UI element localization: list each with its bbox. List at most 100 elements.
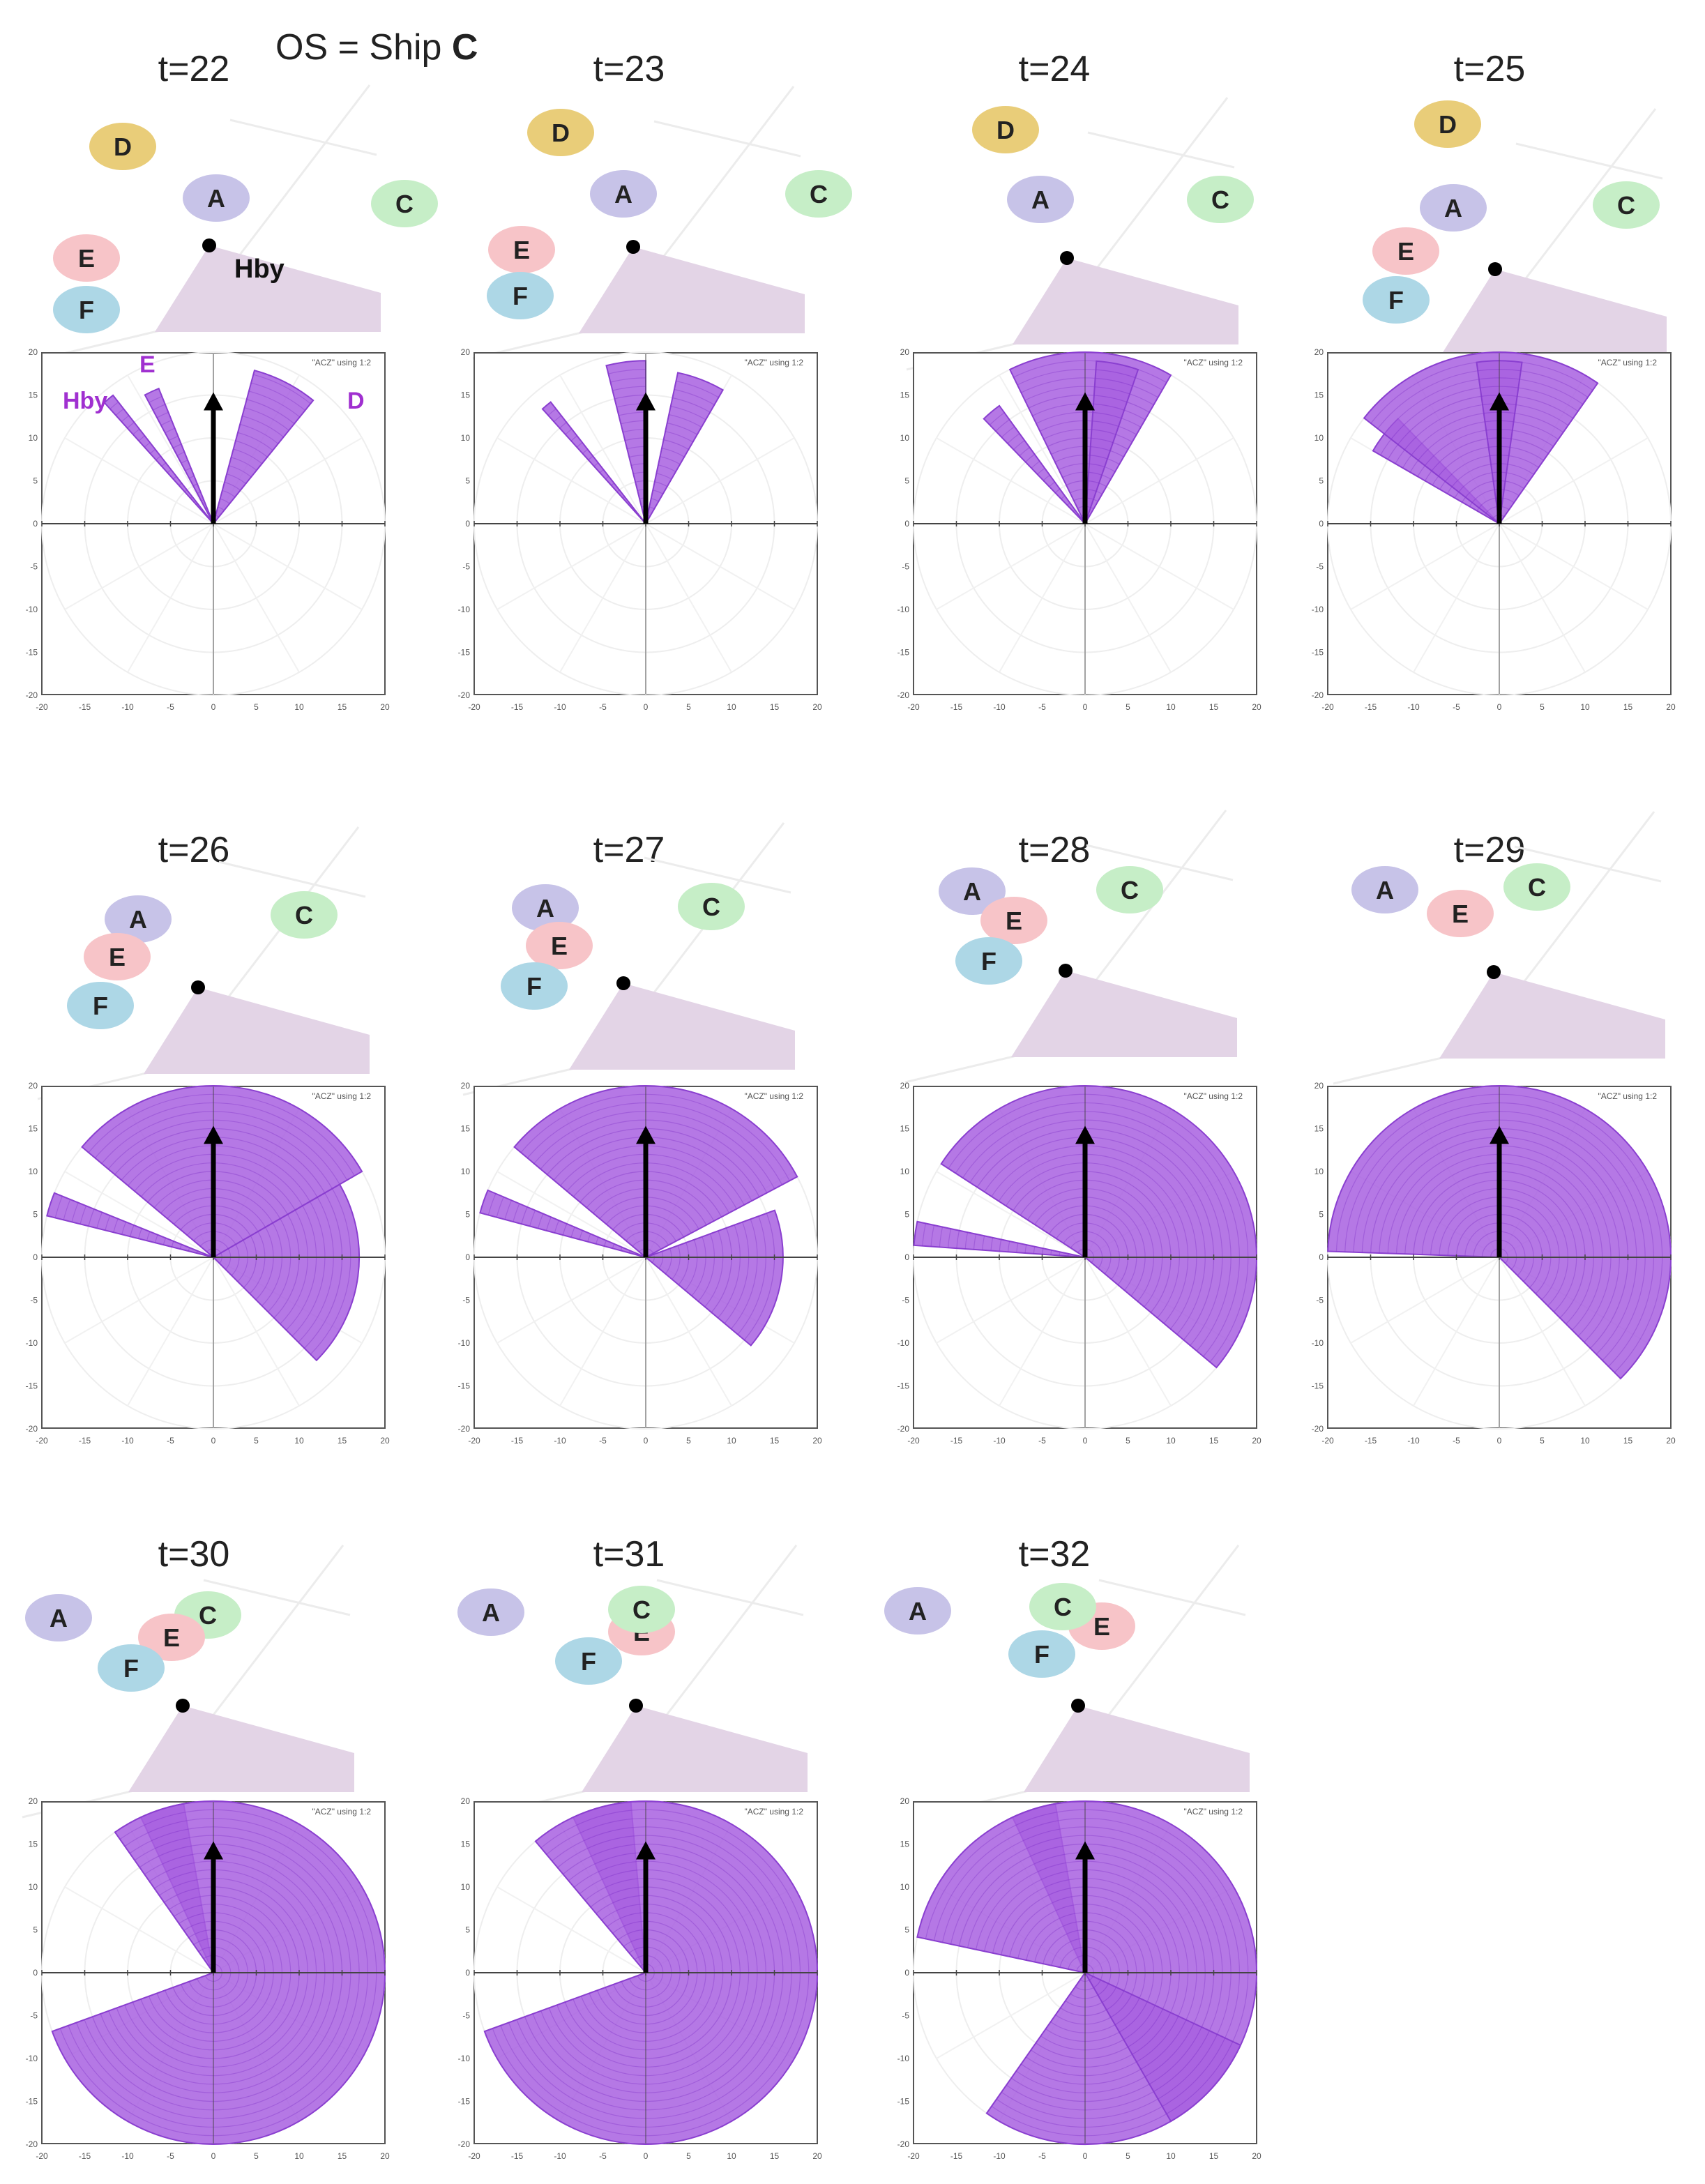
sector-arc [1361,1119,1637,1355]
ship-label: E [1093,1612,1110,1641]
y-tick-label: -20 [26,690,38,700]
ship-label: A [50,1604,68,1632]
sector-arc [521,1206,528,1224]
x-tick-label: 15 [1209,1436,1219,1446]
sector-arc [1050,1250,1052,1255]
sector-arc [138,435,145,441]
sector-fill [212,1183,361,1362]
heading-arrow-head [636,392,656,411]
sector-fill [479,1189,646,1258]
sector-arc [982,1236,985,1250]
ship-label: F [513,282,528,310]
frame-time-label: t=30 [158,1534,230,1575]
sector-arc [1056,1222,1120,1280]
sector-arc [1144,2023,1195,2077]
ship-label: C [1121,876,1139,904]
sector-arc [547,1128,760,1197]
sector-arc [134,1153,303,1206]
sector-arc [665,1248,672,1275]
sector-arc [160,1188,273,1224]
sector-arc [1009,1895,1163,2051]
y-tick-label: 10 [29,433,38,443]
sector-arc [176,451,185,456]
course-line [644,856,791,894]
x-tick-label: 0 [1083,702,1088,712]
sector-arc [958,1843,1215,2102]
x-tick-label: 10 [727,702,736,712]
sector-fill [81,1085,363,1259]
x-tick-label: 5 [254,1436,259,1446]
x-tick-label: -20 [468,1436,480,1446]
sector-fill [103,394,214,524]
x-tick-label: 0 [211,2151,216,2161]
polar-plot: -20 -20 -15 -15 -10 -10 -5 -5 0 0 5 5 10 10 15 15 20 20 "A… [26,347,390,712]
sector-arc [973,1234,977,1250]
ship-f: F [98,1644,165,1692]
sector-arc [925,1809,1249,2137]
sector-arc [604,1240,607,1247]
sector-arc [612,1213,684,1238]
y-tick-label: 20 [461,347,471,357]
y-tick-label: -20 [897,2139,910,2149]
sector-arc [267,1218,291,1312]
y-tick-label: 20 [29,1081,38,1091]
ship-c: C [678,883,745,930]
frame-time-label: t=32 [1019,1534,1091,1575]
sector-arc [130,1224,135,1237]
danger-sector [541,401,646,524]
danger-sector [213,369,315,524]
x-tick-label: 20 [1252,1436,1261,1446]
ship-d: D [1414,100,1481,148]
ship-label: C [1617,191,1635,220]
sector-arc [1447,1205,1552,1294]
sector-arc [148,1904,282,2042]
sector-arc [127,422,135,429]
sector-arc [1395,1153,1603,1330]
ship-ellipse [98,1644,165,1692]
y-tick-label: -15 [458,648,471,658]
y-tick-label: -15 [26,1381,38,1391]
frame-time-label: t=23 [593,49,665,89]
sector-arc [548,1869,750,2077]
sector-arc [114,1128,326,1194]
sector-arc [237,1240,248,1282]
x-tick-label: 0 [644,702,649,712]
own-ship-dot [1060,251,1074,265]
hby-wedge [579,247,805,333]
ship-label: E [513,236,530,264]
ship-a: A [183,174,250,222]
sector-arc [92,1843,343,2102]
sector-arc [586,1179,715,1222]
sector-arc [179,1244,182,1250]
y-tick-label: -20 [1312,1424,1324,1434]
sector-fill [1083,1971,1242,2123]
x-tick-label: -10 [1407,702,1420,712]
frame: t=24D A C -20 -20 -15 -15 -10 -10 -5 -5 0 0 5 5 10 10 15 1… [897,49,1261,712]
y-tick-label: -10 [458,605,471,614]
sector-arc [79,1206,87,1224]
x-tick-label: -15 [511,2151,524,2161]
sector-arc [225,1248,232,1270]
ship-c: C [271,891,338,939]
sector-arc [984,1137,1206,1335]
sector-arc [146,1231,151,1241]
sector-arc [1136,2016,1179,2063]
sector-arc [1404,403,1569,450]
sector-arc [192,483,198,487]
sector-arc [556,1878,741,2068]
y-tick-label: 20 [461,1081,471,1091]
ship-label: C [702,893,720,921]
grid-spoke [936,1171,1086,1258]
heading-arrow-head [204,1841,223,1860]
sector-arc [628,503,630,506]
ship-label: F [1034,1640,1049,1669]
ship-ellipse [25,1594,92,1641]
polar-plot: -20 -20 -15 -15 -10 -10 -5 -5 0 0 5 5 10 10 15 15 20 20 "A… [897,347,1261,712]
sector-arc [174,1205,259,1232]
ship-f: F [501,962,568,1010]
grid-spoke [1350,1257,1500,1344]
x-tick-label: -15 [79,702,91,712]
ship-label: C [199,1601,217,1630]
sector-arc [976,1128,1215,1340]
sector-arc [967,1852,1206,2093]
